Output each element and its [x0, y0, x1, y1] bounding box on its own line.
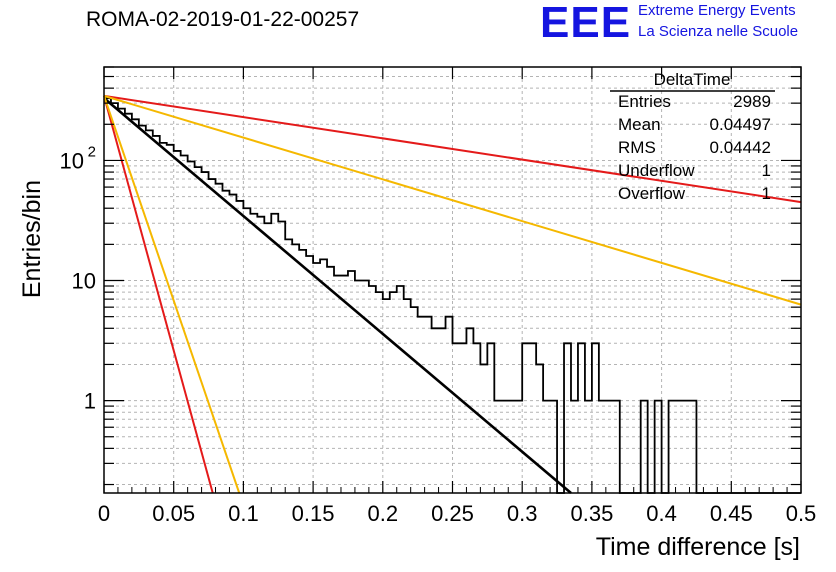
stats-value: 0.04442 — [709, 138, 771, 157]
stats-value: 0.04497 — [709, 115, 771, 134]
x-tick-label: 0.4 — [646, 501, 677, 526]
stats-row-rms: RMS 0.04442 — [618, 138, 771, 158]
logo-line-2: La Scienza nelle Scuole — [638, 23, 799, 40]
fit-line — [103, 94, 802, 306]
stats-label: Underflow — [618, 161, 695, 180]
fit-curves — [103, 94, 802, 494]
stats-row-entries: Entries 2989 — [618, 92, 771, 112]
stats-label: Overflow — [618, 184, 686, 203]
x-tick-label: 0.35 — [570, 501, 613, 526]
x-tick-label: 0.45 — [710, 501, 753, 526]
eee-logo: EEE — [540, 0, 632, 47]
histogram-bars — [104, 97, 801, 494]
y-tick-exponent: 2 — [88, 143, 96, 160]
stats-row-mean: Mean 0.04497 — [618, 115, 771, 135]
x-axis-ticks: 0 0.05 0.1 0.15 0.2 0.25 0.3 0.35 0.4 0.45 0.5 — [98, 67, 816, 526]
x-tick-label: 0.15 — [292, 501, 335, 526]
x-axis-label: Time difference [s] — [595, 533, 800, 561]
stats-value: 2989 — [733, 92, 771, 111]
x-tick-label: 0.2 — [368, 501, 399, 526]
histogram-outline — [104, 97, 801, 494]
fit-line — [103, 95, 241, 494]
y-tick-label: 1 — [84, 389, 96, 414]
y-axis-label: Entries/bin — [18, 180, 46, 299]
stats-label: RMS — [618, 138, 656, 157]
x-tick-label: 0.3 — [507, 501, 538, 526]
stats-value: 1 — [761, 184, 771, 203]
fit-line — [103, 97, 572, 494]
stats-label: Entries — [618, 92, 671, 111]
x-tick-label: 0.05 — [152, 501, 195, 526]
stats-row-overflow: Overflow 1 — [618, 184, 771, 204]
x-tick-label: 0 — [98, 501, 110, 526]
stats-title: DeltaTime — [653, 70, 731, 89]
y-tick-label: 10 — [72, 269, 96, 294]
fit-line — [103, 95, 214, 494]
plot-title: ROMA-02-2019-01-22-00257 — [86, 8, 360, 31]
x-tick-label: 0.1 — [228, 501, 259, 526]
y-tick-label: 10 — [60, 148, 84, 173]
fit-line — [103, 94, 802, 204]
stats-label: Mean — [618, 115, 661, 134]
x-tick-label: 0.25 — [431, 501, 474, 526]
stats-value: 1 — [761, 161, 771, 180]
stats-row-underflow: Underflow 1 — [618, 161, 771, 181]
logo-line-1: Extreme Energy Events — [638, 2, 796, 19]
x-tick-label: 0.5 — [786, 501, 817, 526]
